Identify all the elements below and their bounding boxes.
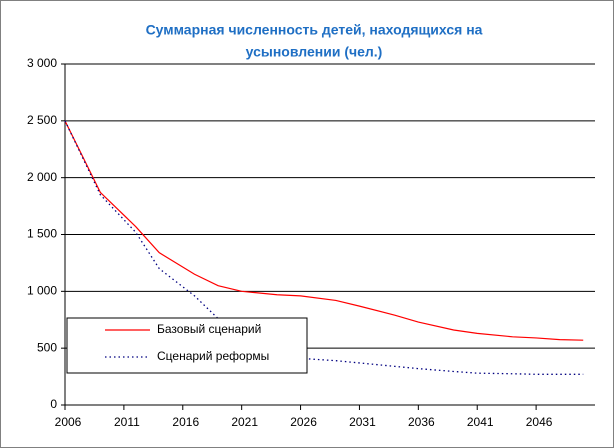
series-line: [64, 120, 584, 375]
x-tick-label: 2026: [290, 415, 317, 429]
legend-box: [66, 317, 308, 374]
y-tick-label: 2 500: [27, 113, 57, 127]
y-tick-label: 0: [50, 397, 57, 411]
x-tick-label: 2036: [408, 415, 435, 429]
legend-label: Сценарий реформы: [157, 349, 269, 363]
x-tick-label: 2041: [467, 415, 494, 429]
chart-title: усыновлении (чел.): [246, 44, 383, 60]
y-tick-label: 2 000: [27, 170, 57, 184]
x-tick-label: 2046: [526, 415, 553, 429]
x-tick-label: 2016: [172, 415, 199, 429]
series-line: [64, 120, 584, 341]
y-tick-label: 3 000: [27, 56, 57, 70]
x-tick-label: 2011: [114, 415, 140, 429]
x-tick-label: 2006: [55, 415, 82, 429]
legend-label: Базовый сценарий: [157, 322, 261, 336]
y-tick-label: 500: [37, 340, 57, 354]
x-tick-label: 2031: [349, 415, 376, 429]
y-tick-label: 1 000: [27, 284, 57, 298]
chart-title: Суммарная численность детей, находящихся…: [146, 22, 483, 38]
y-tick-label: 1 500: [27, 227, 57, 241]
x-tick-label: 2021: [231, 415, 258, 429]
